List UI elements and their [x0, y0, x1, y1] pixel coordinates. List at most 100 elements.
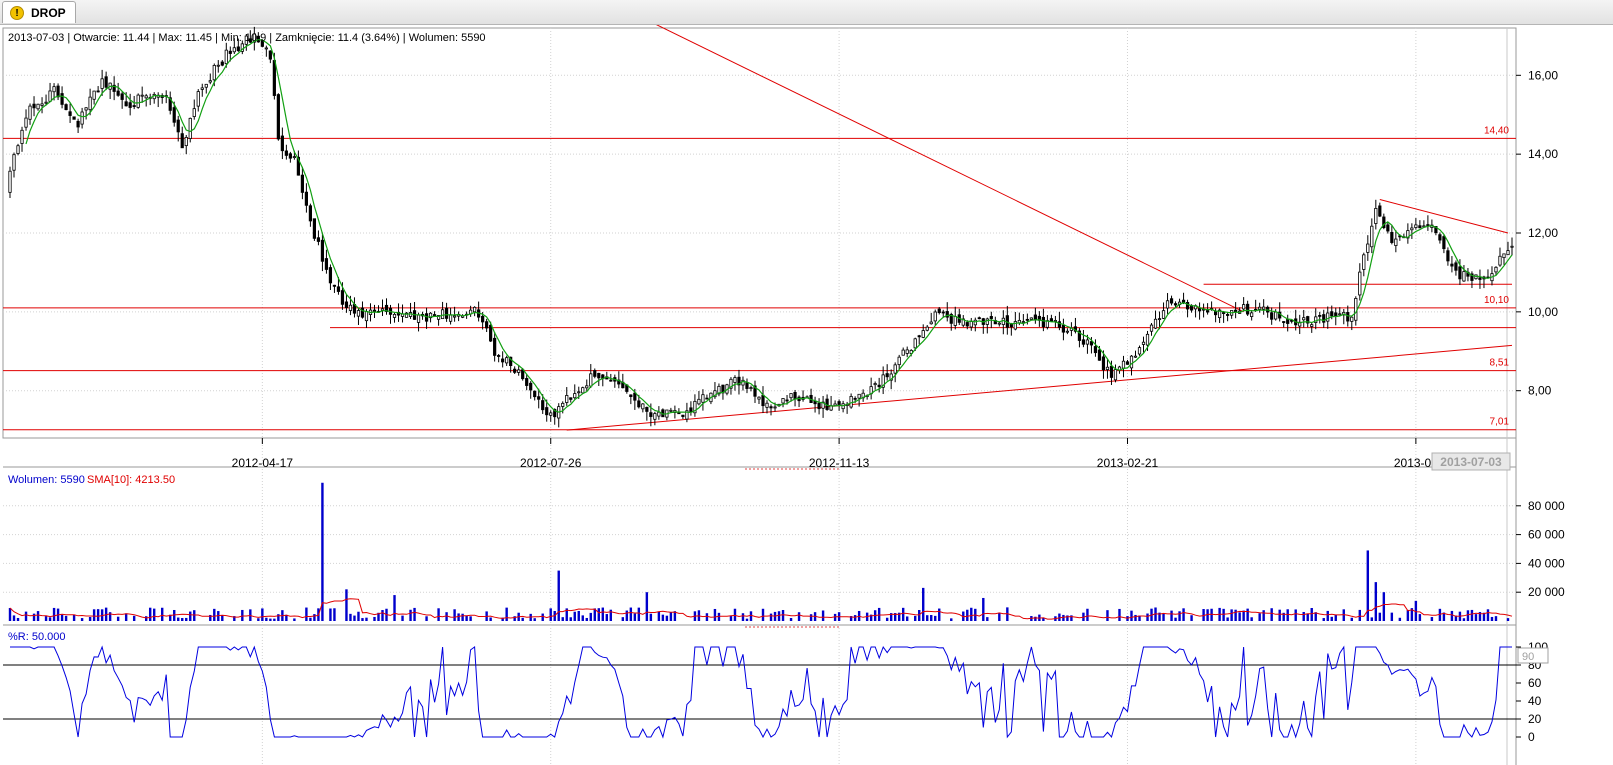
volume-bar	[605, 614, 608, 621]
volume-bar	[305, 607, 308, 621]
volume-bar	[789, 618, 793, 621]
volume-bar	[1506, 618, 1510, 621]
volume-bar	[1366, 550, 1370, 621]
tab-label: DROP	[31, 5, 66, 20]
candle-body	[180, 133, 184, 149]
candle-body	[360, 307, 365, 318]
volume-bar	[1174, 617, 1177, 621]
candle-body	[977, 317, 981, 320]
candle-body	[1101, 356, 1106, 371]
volume-bar	[930, 615, 933, 621]
volume-bar	[986, 617, 989, 621]
candle-body	[212, 65, 216, 81]
candle-body	[200, 87, 204, 90]
candle-body	[1226, 314, 1230, 316]
volume-bar	[1306, 613, 1309, 621]
candle-body	[1446, 250, 1450, 262]
volume-bar	[144, 616, 148, 621]
volume-bar	[80, 618, 84, 621]
volume-bar	[533, 618, 536, 621]
candle-body	[1205, 310, 1210, 313]
candle-body	[1093, 346, 1098, 354]
volume-bar	[1034, 616, 1037, 621]
candle-body	[216, 64, 220, 67]
candle-body	[1306, 316, 1310, 324]
volume-bar	[581, 615, 584, 621]
candle-body	[1013, 321, 1017, 330]
candle-body	[416, 314, 421, 323]
volume-bar	[1278, 609, 1281, 621]
candle-body	[889, 373, 893, 381]
volume-bar	[161, 607, 164, 621]
volume-bar	[649, 613, 653, 621]
candle-body	[1434, 226, 1438, 234]
sma-label: SMA[10]: 4213.50	[87, 474, 175, 486]
volume-bar	[313, 614, 316, 621]
candle-body	[705, 397, 709, 400]
volume-bar	[1450, 610, 1454, 621]
level-label: 8,51	[1490, 358, 1510, 369]
volume-bar	[445, 612, 448, 621]
tab-drop[interactable]: ! DROP	[2, 1, 76, 23]
candle-body	[1021, 321, 1025, 323]
candle-body	[1041, 316, 1045, 328]
volume-bar	[265, 617, 268, 621]
volume-bar	[261, 608, 264, 621]
candle-body	[681, 414, 685, 417]
volume-bar	[173, 609, 176, 621]
stock-chart[interactable]: 14,40 10,10 8,51 7,01 8,00 10,00 12,00 14,00 16…	[0, 25, 1613, 765]
candle-body	[1214, 311, 1218, 316]
candle-body	[116, 90, 120, 96]
candle-body	[1370, 225, 1374, 248]
volume-bar	[853, 615, 857, 621]
candle-body	[521, 369, 525, 380]
candle-body	[933, 311, 937, 322]
candle-body	[68, 111, 72, 116]
volume-bar	[185, 617, 188, 621]
candle-body	[120, 93, 124, 100]
candle-body	[1314, 316, 1318, 323]
candle-body	[1350, 316, 1354, 322]
volume-bar	[893, 613, 897, 621]
candle-body	[997, 322, 1001, 325]
candle-body	[1157, 318, 1162, 321]
candle-body	[1197, 308, 1202, 312]
candle-body	[497, 355, 501, 357]
candle-body	[785, 399, 789, 402]
volume-bar	[741, 613, 745, 621]
date-axis: 2012-04-17 2012-07-26 2012-11-13 2013-02-21…	[232, 438, 1438, 470]
volume-bar	[749, 611, 753, 621]
price-axis: 8,00 10,00 12,00 14,00 16,00	[1516, 68, 1558, 398]
candle-body	[677, 412, 681, 415]
candle-body	[1185, 302, 1190, 310]
price-tick-label: 10,00	[1528, 305, 1558, 319]
candle-body	[1322, 314, 1326, 323]
candle-body	[1302, 317, 1306, 321]
candle-body	[1173, 303, 1178, 306]
candle-body	[100, 78, 104, 89]
volume-bar	[761, 608, 765, 621]
volume-bar	[1466, 610, 1470, 621]
volume-bar	[1330, 616, 1333, 621]
candle-body	[817, 402, 821, 410]
volume-bar	[1442, 612, 1446, 621]
volume-bar	[1342, 609, 1345, 621]
volume-bar	[1066, 615, 1069, 621]
volume-bar	[1202, 609, 1205, 621]
level-label: 14,40	[1484, 125, 1509, 136]
volume-bar	[1410, 608, 1414, 621]
volume-bar	[1182, 608, 1185, 621]
candle-body	[1113, 369, 1118, 381]
candle-body	[320, 239, 325, 262]
volume-bar	[905, 616, 909, 621]
volume-bar	[1294, 609, 1297, 621]
candle-body	[1406, 230, 1410, 239]
candle-body	[240, 43, 244, 52]
candle-body	[28, 105, 32, 120]
candle-body	[48, 90, 52, 102]
price-tick-label: 12,00	[1528, 226, 1558, 240]
volume-bar	[1062, 614, 1065, 621]
candle-body	[1318, 314, 1322, 317]
candle-body	[849, 396, 853, 408]
volume-bar	[1170, 610, 1173, 621]
